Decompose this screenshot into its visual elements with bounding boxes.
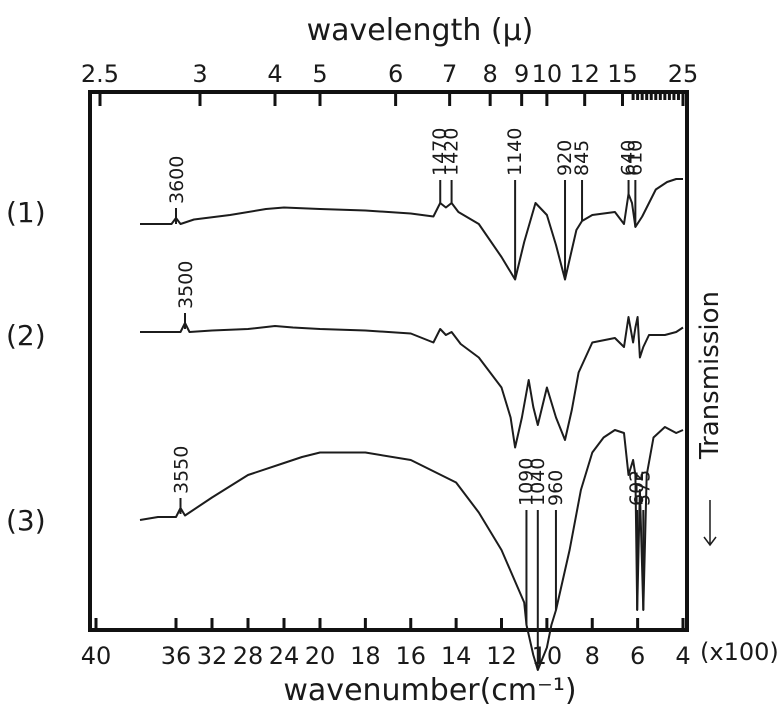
bottom-tick-label: 20 xyxy=(305,642,336,670)
top-axis-title: wavelength (μ) xyxy=(307,13,534,48)
bottom-tick-label: 8 xyxy=(585,642,600,670)
bottom-tick-label: 36 xyxy=(161,642,192,670)
bottom-axis-unit: (x100) xyxy=(700,638,779,666)
top-tick-label: 4 xyxy=(267,60,282,88)
peak-label: 920 xyxy=(554,140,576,176)
peak-label: 3500 xyxy=(175,261,197,309)
peak-label: 602 xyxy=(626,470,648,506)
peak-label: 1140 xyxy=(504,128,526,176)
top-tick-label: 9 xyxy=(514,60,529,88)
bottom-tick-label: 12 xyxy=(486,642,517,670)
bottom-tick-label: 16 xyxy=(395,642,426,670)
bottom-tick-label: 14 xyxy=(441,642,472,670)
plot-frame xyxy=(88,90,689,632)
bottom-tick-label: 28 xyxy=(233,642,264,670)
y-axis-title: Transmission xyxy=(695,291,725,460)
peak-label: 610 xyxy=(624,140,646,176)
peak-label: 1420 xyxy=(441,128,463,176)
bottom-axis-ticks: 40 36 32 28 24 20 18 16 14 12 10 8 6 4 xyxy=(81,618,691,670)
top-tick-label: 12 xyxy=(569,60,600,88)
bottom-tick-label: 24 xyxy=(269,642,300,670)
spectrum-trace xyxy=(140,178,683,281)
curve-label: (2) xyxy=(6,319,46,352)
curve-labels: (1) (2) (3) xyxy=(6,196,46,537)
curve-label: (1) xyxy=(6,196,46,229)
peak-label: 960 xyxy=(545,470,567,506)
spectra-traces xyxy=(139,178,684,671)
bottom-tick-label: 32 xyxy=(197,642,228,670)
peak-label: 1470 xyxy=(429,128,451,176)
bottom-axis-title: wavenumber(cm⁻¹) xyxy=(283,673,576,708)
top-tick-label: 15 xyxy=(607,60,638,88)
peak-label: 575 xyxy=(632,470,654,506)
top-tick-label: 25 xyxy=(668,60,699,88)
peak-label: 845 xyxy=(571,140,593,176)
transmission-arrow-icon xyxy=(703,500,717,547)
top-tick-label: 8 xyxy=(483,60,498,88)
top-tick-label: 7 xyxy=(442,60,457,88)
peak-label: 640 xyxy=(618,140,640,176)
peak-label: 3600 xyxy=(166,156,188,204)
peak-label: 1090 xyxy=(515,458,537,506)
peak-label: 3550 xyxy=(171,446,193,494)
curve-label: (3) xyxy=(6,504,46,537)
spectrum-trace xyxy=(140,316,684,449)
top-tick-label: 10 xyxy=(532,60,563,88)
spectrum-trace xyxy=(139,426,684,671)
peak-label: 1040 xyxy=(527,458,549,506)
bottom-tick-label: 40 xyxy=(81,642,112,670)
top-axis-ticks: 2.5 3 4 5 6 7 8 9 10 12 15 25 xyxy=(81,60,698,106)
top-tick-label: 5 xyxy=(312,60,327,88)
bottom-tick-label: 18 xyxy=(350,642,381,670)
top-tick-label: 3 xyxy=(192,60,207,88)
bottom-tick-label: 4 xyxy=(675,642,690,670)
top-tick-label: 2.5 xyxy=(81,60,119,88)
top-tick-label: 6 xyxy=(388,60,403,88)
bottom-tick-label: 6 xyxy=(630,642,645,670)
